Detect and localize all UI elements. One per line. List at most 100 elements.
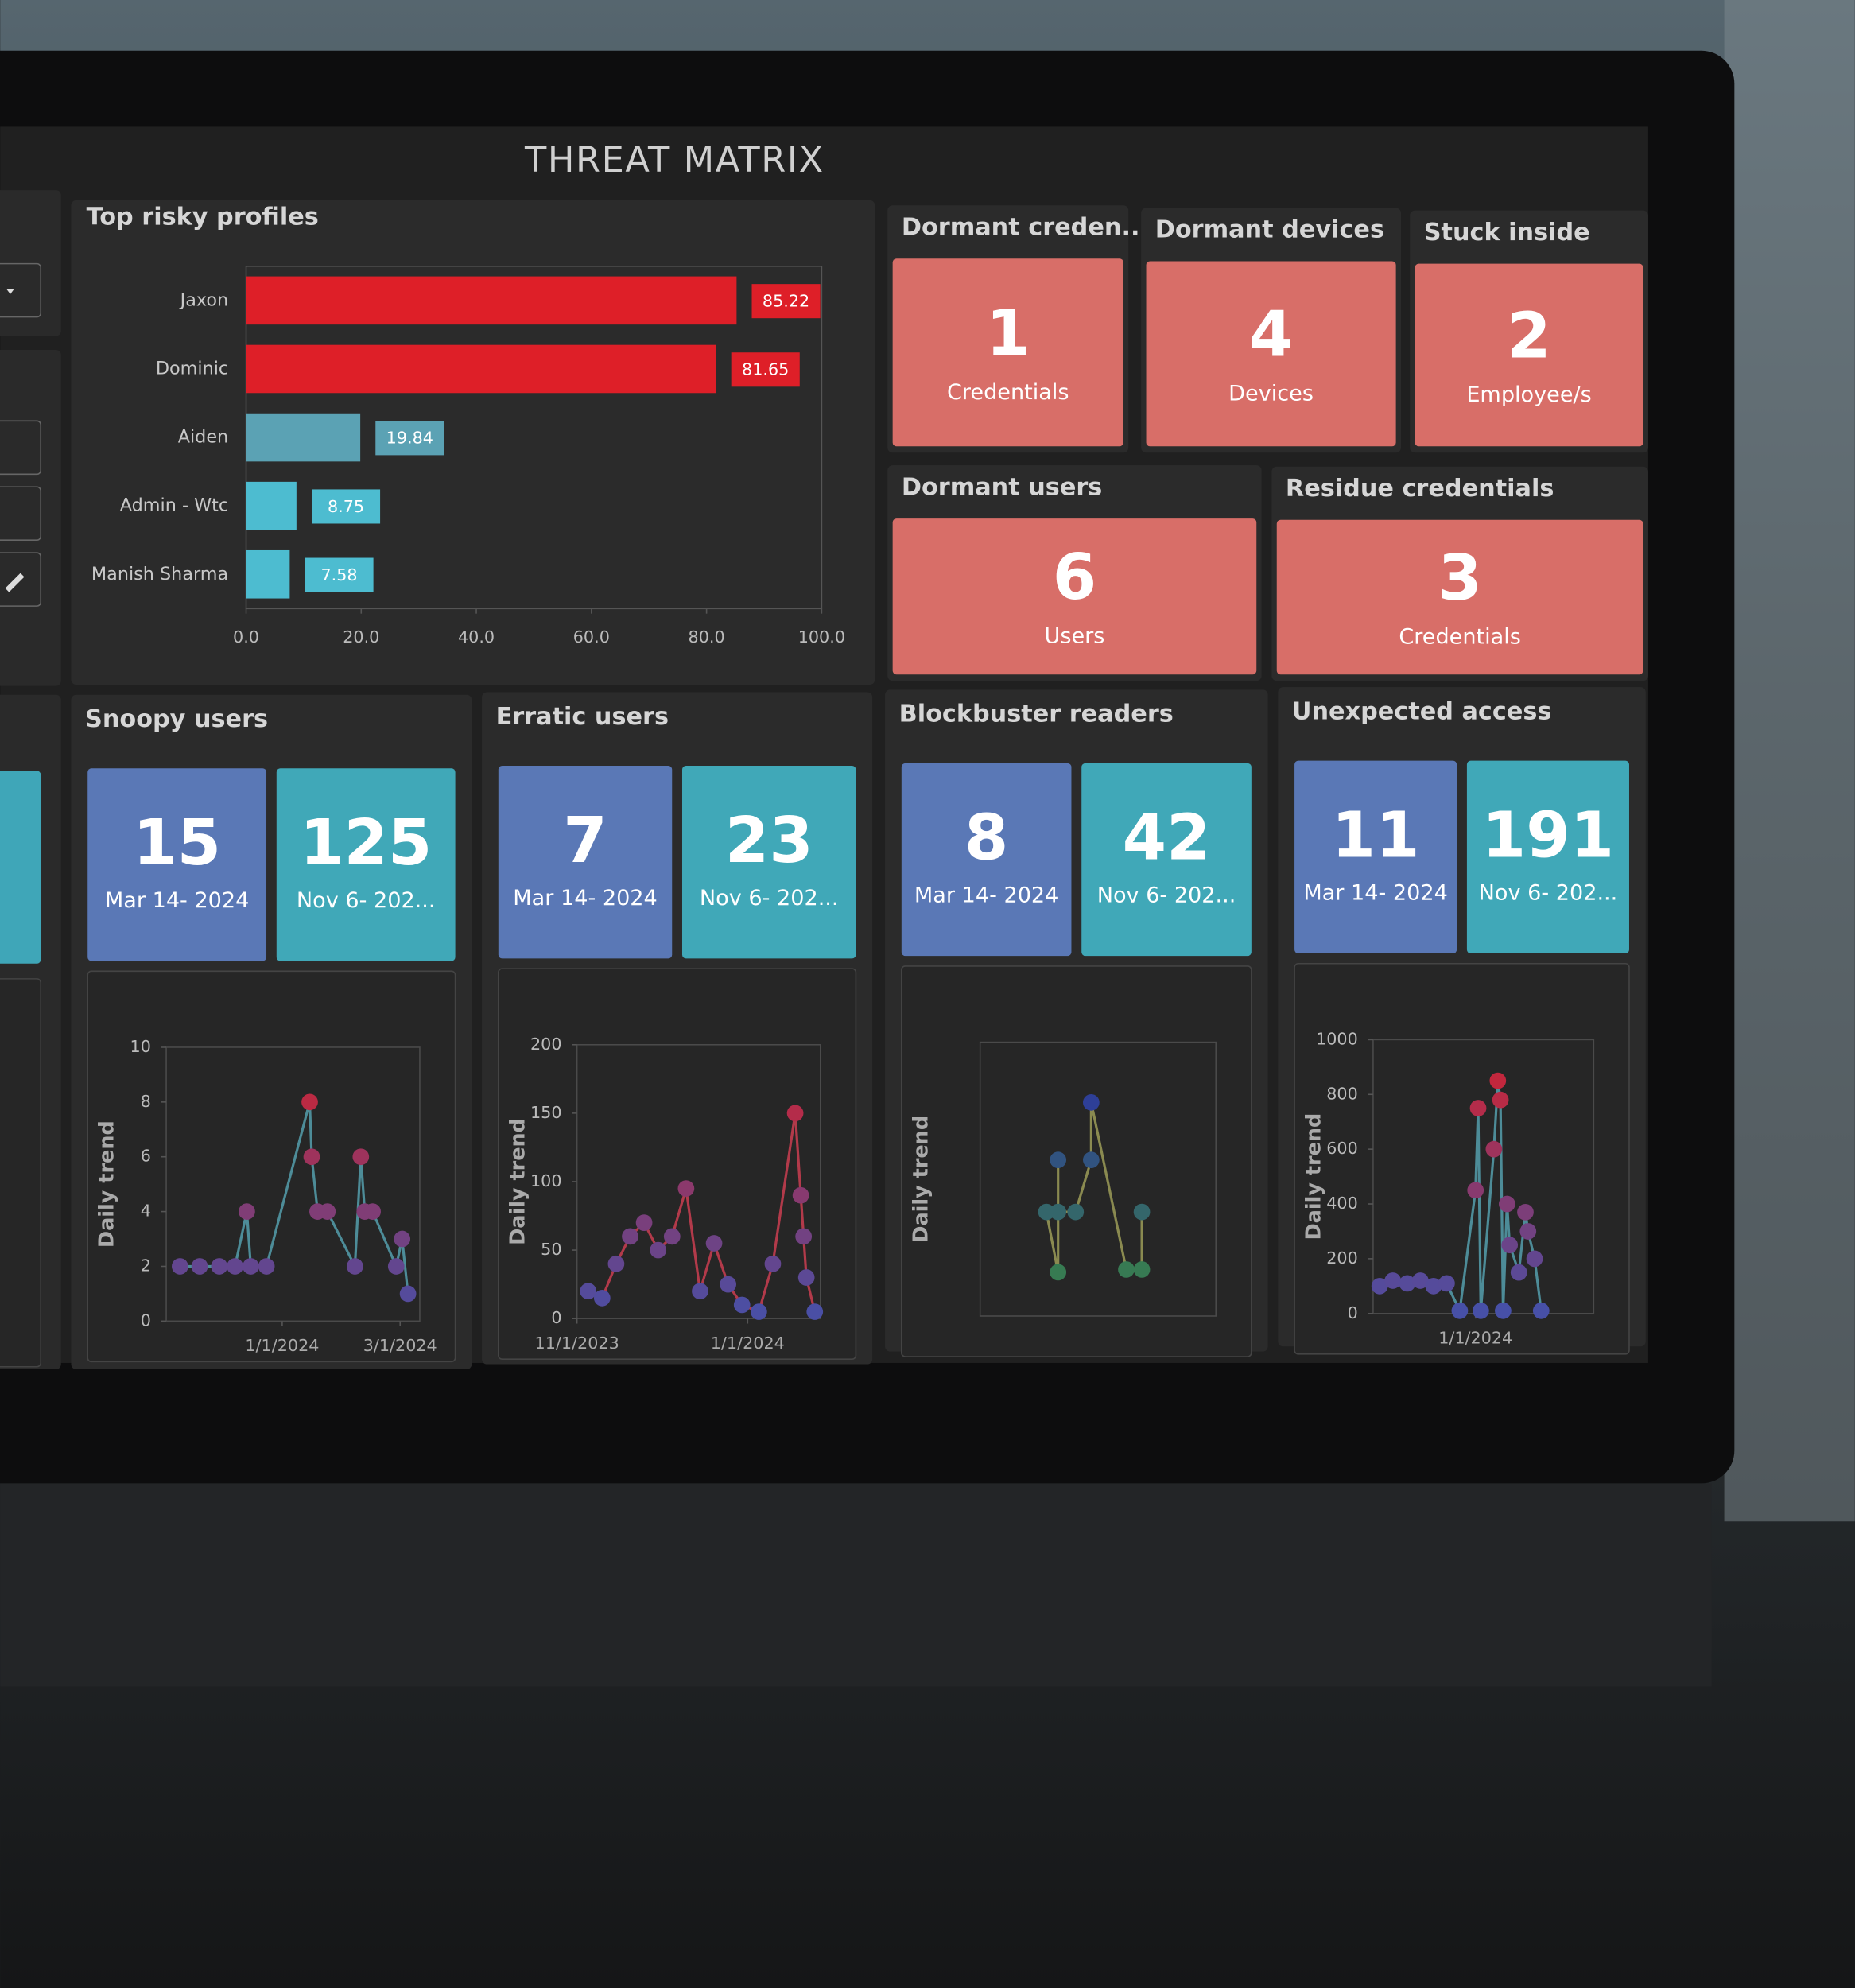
value-label: 19.84 [386,429,433,448]
trend-point [1133,1203,1151,1221]
trend-point [1083,1093,1100,1111]
category-label: Manish Sharma [91,564,228,584]
trend-point [1412,1272,1429,1289]
counter-value: 4 [1249,297,1293,371]
trend-point [227,1258,243,1275]
stat-tile [87,768,267,961]
trend-point [786,1105,804,1122]
edit-icon [5,573,25,592]
y-tick-label: 2 [141,1256,151,1275]
chart-box [901,965,1252,1357]
counter-unit: Users [1045,624,1105,649]
trend-point [1519,1223,1537,1240]
y-tick-label: 0 [141,1310,151,1330]
stat-value: 15 [133,806,221,879]
trend-point [792,1186,809,1204]
bar [246,413,361,462]
stat-date: Mar 14- 2024 [513,886,658,911]
stat-date: Mar 14- 2024 [1303,881,1448,906]
counter-title: Stuck inside [1424,219,1590,247]
x-tick-label: 100.0 [798,627,845,646]
trend-point [1050,1203,1067,1221]
value-label: 81.65 [742,360,789,379]
y-axis-label: Daily trend [506,1118,530,1245]
trend-point [387,1258,405,1275]
panel-title: Blockbuster readers [899,701,1174,728]
counter-unit: Employee/s [1466,382,1591,407]
stat-date: Nov 6- 202... [700,886,839,911]
trend-point [1467,1182,1484,1199]
trend-point [733,1296,751,1314]
y-tick-label: 400 [1326,1194,1358,1213]
counter-title: Dormant creden... [902,213,1149,241]
counter-unit: Credentials [947,380,1069,405]
trend-point [1510,1264,1527,1281]
stat-tile [498,766,673,959]
trend-point [795,1228,813,1245]
trend-point [806,1303,824,1320]
stat-value: 11 [1332,798,1420,872]
trend-point [692,1283,708,1300]
stat-tile [1466,760,1629,953]
trend-point [593,1289,611,1307]
y-tick-label: 0 [551,1308,561,1327]
trend-point [1083,1151,1100,1169]
value-label-box [305,557,374,592]
counter-card [1146,261,1396,447]
counter-card [1415,263,1643,447]
y-axis-label: Daily trend [1302,1113,1326,1241]
edit-button[interactable] [0,552,42,607]
x-tick-label: 60.0 [573,627,610,646]
x-tick-label: 40.0 [458,627,495,646]
x-tick-label: 20.0 [343,627,379,646]
stat-date: Nov 6- 202... [297,888,436,913]
desk-surface [0,1483,1712,1687]
stat-value: 191 [1482,798,1614,872]
y-tick-label: 100 [530,1171,562,1190]
trend-point [364,1203,381,1220]
trend-point [764,1255,782,1272]
y-tick-label: 150 [530,1103,562,1122]
bar [246,344,716,394]
left-panel [0,350,61,686]
trend-point [211,1258,228,1275]
trend-point [751,1303,767,1320]
trend-point [635,1214,653,1231]
x-tick-label: 1/1/2024 [245,1336,319,1355]
stat-date: Mar 14- 2024 [105,888,250,913]
y-tick-label: 200 [530,1035,562,1054]
bar [246,276,737,325]
trend-point [1438,1275,1455,1292]
dropdown [0,262,42,318]
chart-box [87,970,456,1363]
stat-value: 8 [964,801,1008,875]
category-label: Admin - Wtc [120,495,228,516]
stat-tile [276,768,456,961]
stat-value: 42 [1123,801,1211,875]
trend-point [580,1283,597,1300]
trend-point [622,1228,638,1245]
stat-value: 7 [563,803,607,877]
trend-point [1425,1277,1442,1295]
value-label-box [375,421,444,456]
counter-card [1276,519,1643,675]
x-tick-label: 0.0 [233,627,259,646]
x-tick-label: 1/1/2024 [711,1334,785,1353]
trend-point [191,1258,208,1275]
panel-title: Unexpected access [1292,698,1552,726]
y-tick-label: 6 [141,1147,151,1166]
trend-point [301,1093,318,1111]
stat-tile [681,766,856,959]
value-label: 85.22 [763,291,809,310]
input-box [0,420,42,476]
x-tick-label: 1/1/2024 [1438,1329,1512,1348]
trend-point [1501,1237,1519,1254]
stat-value: 23 [725,803,813,877]
trend-point [1384,1272,1402,1289]
stat-value: 125 [300,806,432,879]
trend-point [1469,1100,1487,1116]
trend-point [797,1269,815,1286]
chart-title: Top risky profiles [87,204,319,231]
trend-point [650,1241,667,1259]
